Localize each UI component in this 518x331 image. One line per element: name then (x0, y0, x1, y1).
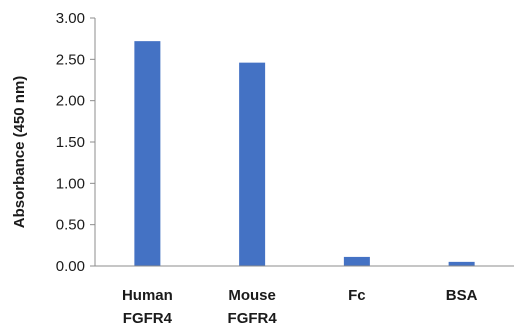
x-category-label: Mouse FGFR4 (228, 287, 278, 327)
y-tick-label: 1.00 (56, 175, 85, 192)
bar (134, 41, 161, 266)
bar (239, 62, 266, 266)
y-tick-label: 0.50 (56, 217, 85, 234)
x-axis: Human FGFR4 Mouse FGFR4 Fc BSA (95, 265, 514, 327)
x-category-label: BSA (446, 287, 478, 304)
y-tick-label: 2.50 (56, 51, 85, 68)
bar (448, 261, 475, 266)
y-tick-label: 2.00 (56, 93, 85, 110)
y-axis-title: Absorbance (450 nm) (11, 76, 28, 229)
y-axis: 0.00 0.50 1.00 1.50 2.00 2.50 3.00 (56, 10, 96, 275)
y-tick-label: 1.50 (56, 134, 85, 151)
y-tick-label: 0.00 (56, 258, 85, 275)
bar (343, 256, 370, 266)
bars (134, 41, 475, 266)
x-category-label: Human FGFR4 (122, 287, 173, 327)
x-category-label: Fc (348, 287, 366, 304)
y-tick-label: 3.00 (56, 10, 85, 27)
